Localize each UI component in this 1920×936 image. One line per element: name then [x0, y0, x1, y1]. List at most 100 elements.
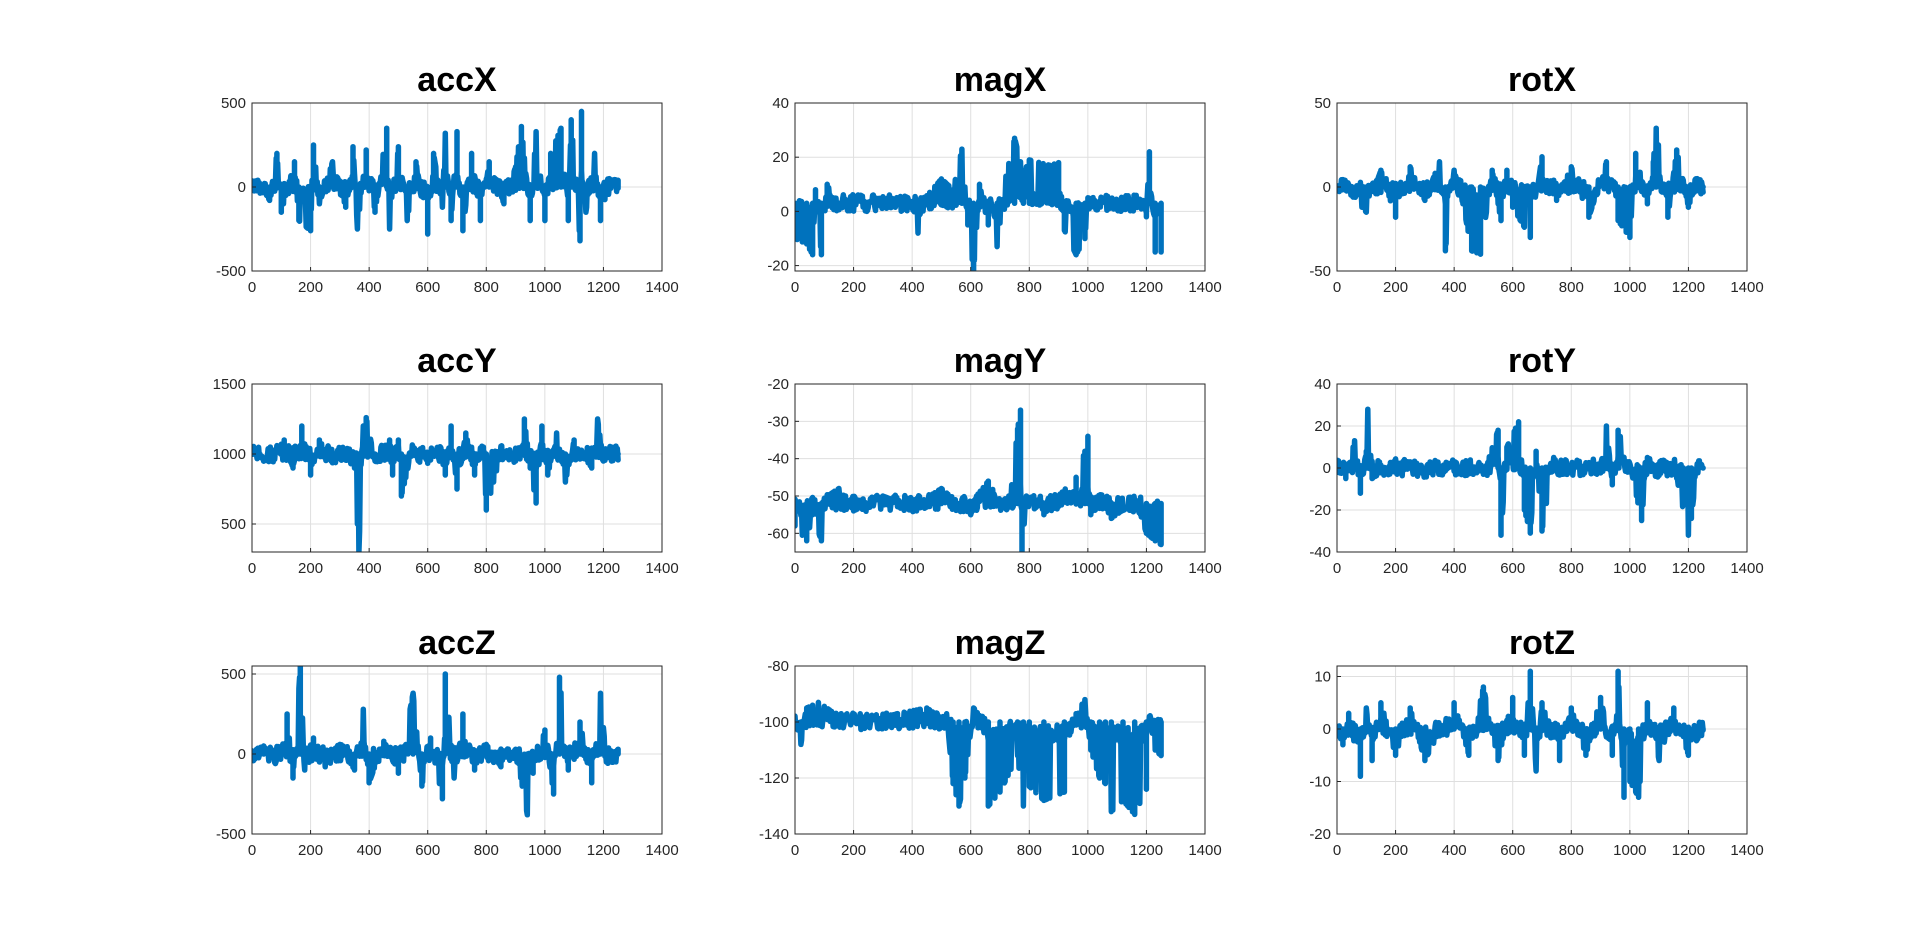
subplot-accY: 0 200 400 600 800 1000 1200 1400 500 1000 1500 accY [213, 342, 679, 577]
y-tick-label: -80 [767, 658, 789, 675]
x-tick-label: 1000 [528, 842, 561, 859]
x-tick-label: 400 [900, 279, 925, 296]
x-tick-label: 1200 [1130, 560, 1163, 577]
x-tick-label: 400 [1442, 279, 1467, 296]
subplot-title: rotY [1508, 342, 1576, 380]
x-tick-label: 1400 [645, 842, 678, 859]
series-line [1337, 406, 1706, 538]
subplot-title: accZ [418, 624, 496, 662]
x-tick-label: 1200 [587, 842, 620, 859]
x-tick-label: 1200 [1672, 560, 1705, 577]
x-tick-label: 1200 [587, 560, 620, 577]
x-tick-label: 200 [1383, 560, 1408, 577]
y-tick-label: 10 [1314, 669, 1331, 686]
x-tick-label: 1000 [528, 560, 561, 577]
x-tick-label: 200 [841, 842, 866, 859]
x-tick-label: 200 [298, 279, 323, 296]
x-tick-label: 1000 [528, 279, 561, 296]
subplot-title: magX [954, 61, 1047, 99]
x-tick-label: 200 [298, 842, 323, 859]
y-tick-label: -20 [1309, 826, 1331, 843]
series-line [795, 696, 1164, 818]
x-tick-label: 1400 [1730, 279, 1763, 296]
y-tick-label: -40 [767, 451, 789, 468]
x-tick-label: 800 [1559, 279, 1584, 296]
x-tick-label: 400 [900, 842, 925, 859]
y-tick-label: 50 [1314, 95, 1331, 112]
subplot-title: rotZ [1509, 624, 1575, 662]
x-tick-label: 800 [1559, 560, 1584, 577]
x-tick-label: 400 [900, 560, 925, 577]
series-line [1337, 668, 1706, 801]
x-tick-label: 600 [958, 842, 983, 859]
x-tick-label: 800 [474, 279, 499, 296]
x-tick-label: 400 [357, 279, 382, 296]
axes-border [1336, 665, 1748, 835]
x-tick-label: 400 [357, 842, 382, 859]
y-tick-label: -40 [1309, 544, 1331, 561]
x-tick-label: 600 [958, 279, 983, 296]
x-tick-label: 1400 [1730, 842, 1763, 859]
subplot-rotY: 0 200 400 600 800 1000 1200 1400 -40 -20 0 20 40 rotY [1309, 342, 1763, 577]
x-tick-label: 200 [298, 560, 323, 577]
subplot-title: accY [417, 342, 497, 380]
x-tick-label: 600 [415, 279, 440, 296]
x-tick-label: 400 [1442, 842, 1467, 859]
y-tick-label: -500 [216, 826, 246, 843]
x-tick-label: 600 [415, 842, 440, 859]
x-tick-label: 1400 [1730, 560, 1763, 577]
series-line [795, 135, 1164, 271]
subplot-magZ: 0 200 400 600 800 1000 1200 1400 -140 -120 -100 -80… [759, 624, 1222, 859]
x-tick-label: 1400 [1188, 560, 1221, 577]
x-tick-label: 1400 [645, 279, 678, 296]
y-tick-label: -120 [759, 770, 789, 787]
x-tick-label: 1200 [1672, 842, 1705, 859]
series-line [252, 414, 621, 552]
y-tick-label: 0 [1323, 721, 1331, 738]
axes-border [794, 665, 1206, 835]
y-tick-label: -50 [1309, 263, 1331, 280]
y-tick-label: -20 [1309, 502, 1331, 519]
x-tick-label: 1200 [1130, 279, 1163, 296]
y-tick-label: 500 [221, 516, 246, 533]
y-tick-label: -10 [1309, 774, 1331, 791]
x-tick-label: 0 [248, 560, 256, 577]
x-tick-label: 0 [1333, 279, 1341, 296]
x-tick-label: 1200 [1130, 842, 1163, 859]
axes-border [794, 102, 1206, 272]
subplot-title: magZ [955, 624, 1046, 662]
axes-box [794, 102, 1206, 272]
x-tick-label: 600 [415, 560, 440, 577]
x-tick-label: 0 [791, 842, 799, 859]
axes-border [251, 665, 663, 835]
y-tick-label: 500 [221, 666, 246, 683]
y-tick-label: 0 [1323, 460, 1331, 477]
x-tick-label: 800 [1559, 842, 1584, 859]
x-tick-label: 1200 [1672, 279, 1705, 296]
x-tick-label: 1400 [645, 560, 678, 577]
x-tick-label: 1400 [1188, 842, 1221, 859]
x-tick-label: 1200 [587, 279, 620, 296]
x-tick-label: 200 [841, 560, 866, 577]
y-tick-label: 0 [238, 179, 246, 196]
x-tick-label: 800 [1017, 279, 1042, 296]
x-tick-label: 200 [1383, 842, 1408, 859]
x-tick-label: 1000 [1613, 560, 1646, 577]
x-tick-label: 0 [1333, 842, 1341, 859]
x-tick-label: 0 [1333, 560, 1341, 577]
x-tick-label: 1000 [1613, 842, 1646, 859]
subplot-magY: 0 200 400 600 800 1000 1200 1400 -60 -50 -40 -30 -20… [767, 342, 1221, 577]
subplot-title: magY [954, 342, 1047, 380]
x-tick-label: 400 [1442, 560, 1467, 577]
subplot-rotZ: 0 200 400 600 800 1000 1200 1400 -20 -10 0 10 rotZ [1309, 624, 1763, 859]
x-tick-label: 0 [791, 560, 799, 577]
x-tick-label: 800 [1017, 560, 1042, 577]
x-tick-label: 600 [1500, 279, 1525, 296]
axes-border [251, 383, 663, 553]
y-tick-label: 0 [781, 203, 789, 220]
